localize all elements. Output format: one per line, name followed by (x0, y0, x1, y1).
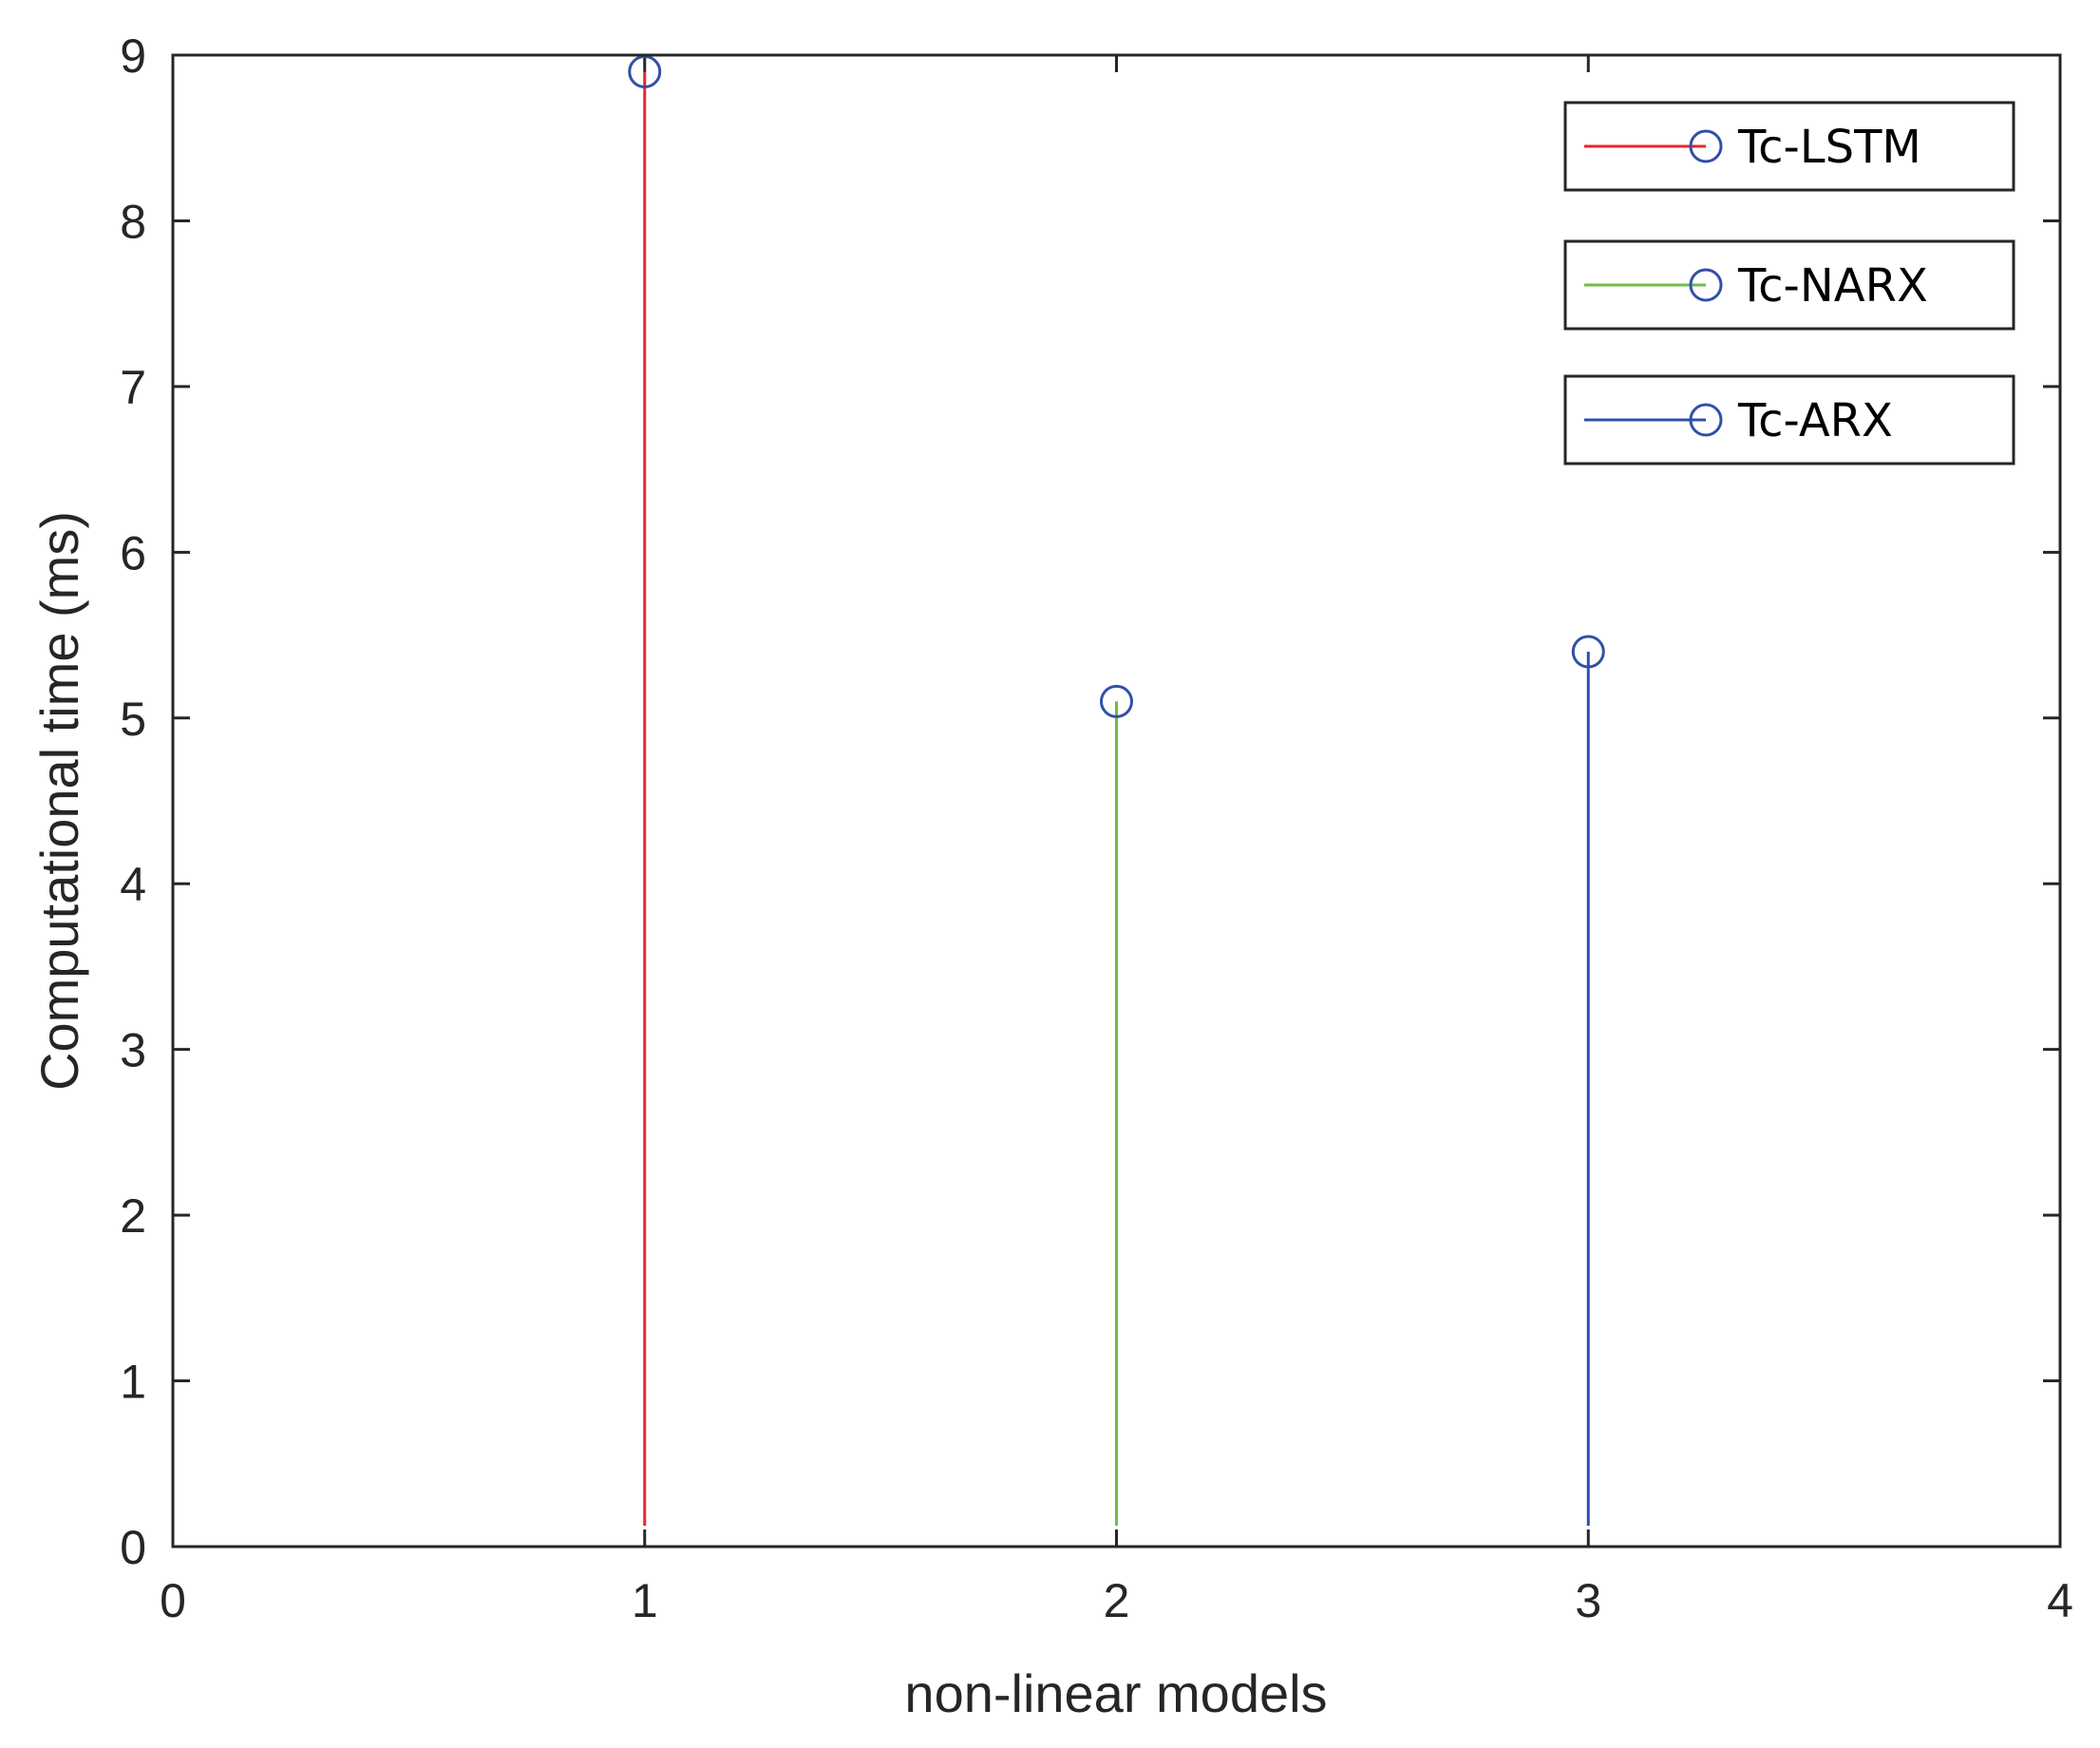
x-tick-labels: 0 1 2 3 4 (160, 1574, 2073, 1627)
y-tick-label: 3 (120, 1024, 146, 1077)
y-tick-label: 0 (120, 1521, 146, 1574)
y-tick-label: 5 (120, 693, 146, 746)
stem-series (628, 54, 1605, 1526)
y-tick-label: 4 (120, 858, 146, 911)
y-tick-label: 9 (120, 29, 146, 83)
y-tick-label: 7 (120, 361, 146, 414)
legend-marker-swatch (1689, 268, 1723, 302)
legend-entry: Tc-NARX (1563, 239, 2015, 331)
legend-label: Tc-NARX (1737, 259, 1928, 313)
x-axis-title: non-linear models (904, 1663, 1327, 1723)
y-tick-label: 6 (120, 526, 146, 580)
y-axis-title: Computational time (ms) (29, 511, 89, 1091)
x-tick-label: 0 (160, 1574, 186, 1627)
stem-marker (1571, 635, 1605, 669)
legend-marker-swatch (1689, 129, 1723, 163)
y-tick-labels: 0 1 2 3 4 5 6 7 8 9 (120, 29, 146, 1574)
x-tick-label: 4 (2047, 1574, 2073, 1627)
legend-label: Tc-LSTM (1737, 121, 1921, 174)
legend-entry: Tc-LSTM (1563, 101, 2015, 192)
y-tick-label: 2 (120, 1189, 146, 1243)
y-tick-label: 1 (120, 1356, 146, 1409)
legend-label: Tc-ARX (1737, 394, 1893, 447)
legend-marker-swatch (1689, 403, 1723, 437)
x-tick-label: 3 (1575, 1574, 1601, 1627)
x-tick-label: 2 (1104, 1574, 1130, 1627)
legend: Tc-LSTM Tc-NARX Tc-ARX (1563, 101, 2015, 466)
stem-marker (1100, 684, 1133, 718)
legend-entry: Tc-ARX (1563, 374, 2015, 466)
x-tick-label: 1 (632, 1574, 658, 1627)
y-tick-label: 8 (120, 195, 146, 248)
axes-box (171, 53, 2062, 1548)
